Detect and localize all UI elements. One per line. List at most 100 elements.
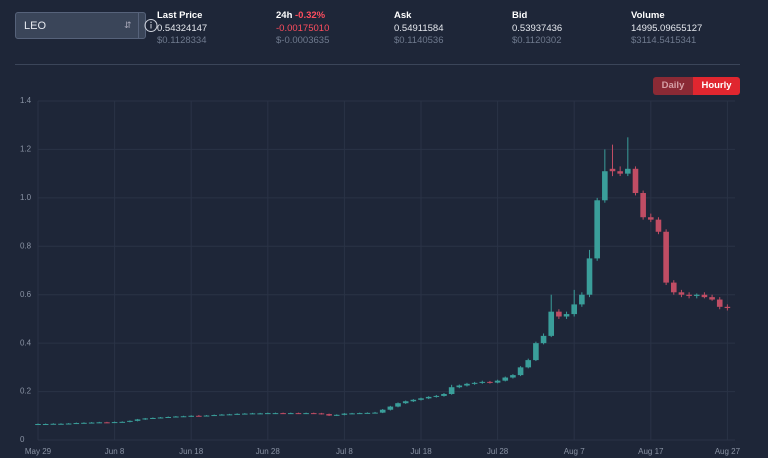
stat-usd: $0.1140536: [394, 35, 444, 46]
stat-label: Volume: [631, 10, 665, 21]
candle-body: [586, 258, 593, 295]
candle-body: [648, 217, 654, 220]
x-tick-label: Aug 7: [564, 447, 585, 456]
candle-body: [663, 231, 669, 283]
candle-body: [456, 385, 463, 388]
candle-body: [65, 423, 72, 425]
candle-body: [35, 424, 41, 426]
candle-body: [88, 422, 95, 424]
candle-body: [310, 413, 317, 415]
candle-body: [464, 383, 470, 386]
candle-body: [556, 311, 562, 317]
candle-body: [127, 420, 133, 422]
candle-body: [471, 382, 478, 384]
candle-body: [104, 422, 110, 424]
candle-body: [257, 413, 263, 415]
candle-body: [594, 200, 600, 259]
candle-body: [249, 413, 256, 415]
candle-body: [402, 401, 409, 404]
candle-body: [81, 422, 87, 424]
candle-body: [341, 413, 348, 415]
candle-body: [318, 413, 325, 415]
coin-name: LEO: [24, 20, 47, 32]
candle-body: [395, 403, 401, 407]
candle-body: [134, 419, 141, 421]
candle-body: [678, 292, 685, 295]
stat-usd: $3114.5415341: [631, 35, 697, 46]
x-tick-label: Aug 17: [638, 447, 664, 456]
y-tick-label: 0.8: [20, 241, 32, 250]
stat-24h: 24h -0.32% -0.00175010 $-0.0003635: [276, 10, 329, 48]
candle-body: [571, 304, 577, 315]
candle-body: [142, 418, 149, 420]
x-tick-label: Jun 8: [105, 447, 125, 456]
candle-body: [563, 314, 570, 317]
candle-body: [349, 413, 355, 415]
candle-body: [686, 294, 692, 296]
candle-body: [280, 413, 286, 415]
x-tick-label: May 29: [25, 447, 52, 456]
candle-body: [42, 424, 49, 426]
candle-body: [188, 415, 194, 417]
candle-body: [425, 396, 432, 399]
candle-body: [502, 377, 509, 381]
candle-body: [287, 413, 294, 415]
candle-body: [602, 171, 608, 201]
stat-label: Bid: [512, 10, 528, 21]
coin-selector[interactable]: LEO ⇵: [15, 12, 158, 39]
candle-body: [709, 297, 715, 300]
candle-body: [640, 193, 646, 218]
stat-ask: Ask 0.54911584 $0.1140536: [394, 10, 444, 48]
candle-body: [50, 423, 57, 425]
candle-body: [333, 414, 340, 416]
stat-usd: $0.1128334: [157, 35, 207, 46]
x-tick-label: Jun 18: [179, 447, 204, 456]
y-tick-label: 0.4: [20, 338, 32, 347]
stat-value: 0.54911584: [394, 22, 444, 34]
candle-body: [670, 282, 677, 293]
x-tick-label: Jul 18: [410, 447, 432, 456]
candle-body: [701, 294, 708, 298]
candle-body: [433, 395, 440, 397]
stat-bid: Bid 0.53937436 $0.1120302: [512, 10, 562, 48]
info-icon: [144, 19, 158, 32]
x-tick-label: Jun 28: [256, 447, 281, 456]
candle-body: [272, 413, 279, 415]
y-tick-label: 1.0: [20, 193, 32, 202]
stat-label: Last Price: [157, 10, 203, 21]
y-tick-label: 1.4: [20, 96, 32, 105]
candle-body: [716, 299, 723, 307]
stat-label: Ask: [394, 10, 412, 21]
candle-body: [364, 412, 371, 414]
candle-body: [448, 387, 455, 394]
candle-body: [372, 412, 378, 414]
daily-button[interactable]: Daily: [653, 77, 693, 95]
candle-body: [510, 375, 516, 378]
y-tick-label: 0.6: [20, 290, 32, 299]
y-tick-label: 0.2: [20, 387, 32, 396]
candle-body: [579, 294, 585, 305]
candle-body: [693, 294, 700, 296]
y-tick-label: 0: [20, 435, 25, 444]
info-button[interactable]: [138, 13, 163, 38]
stat-label-row: 24h -0.32%: [276, 10, 329, 23]
candle-body: [242, 413, 248, 415]
candle-body: [724, 306, 731, 309]
candle-body: [196, 415, 202, 417]
candle-body: [540, 335, 547, 344]
candle-body: [356, 413, 363, 415]
candle-body: [157, 417, 164, 419]
hourly-button[interactable]: Hourly: [693, 77, 740, 95]
candle-body: [295, 413, 302, 415]
candle-body: [119, 421, 126, 423]
candle-body: [165, 416, 172, 418]
candle-body: [410, 399, 417, 402]
candle-body: [525, 360, 532, 368]
stat-value: 0.54324147: [157, 22, 208, 34]
candle-body: [180, 416, 187, 418]
candle-body: [73, 423, 80, 425]
candle-body: [533, 343, 539, 361]
candle-body: [441, 393, 447, 396]
candle-body: [173, 416, 179, 418]
